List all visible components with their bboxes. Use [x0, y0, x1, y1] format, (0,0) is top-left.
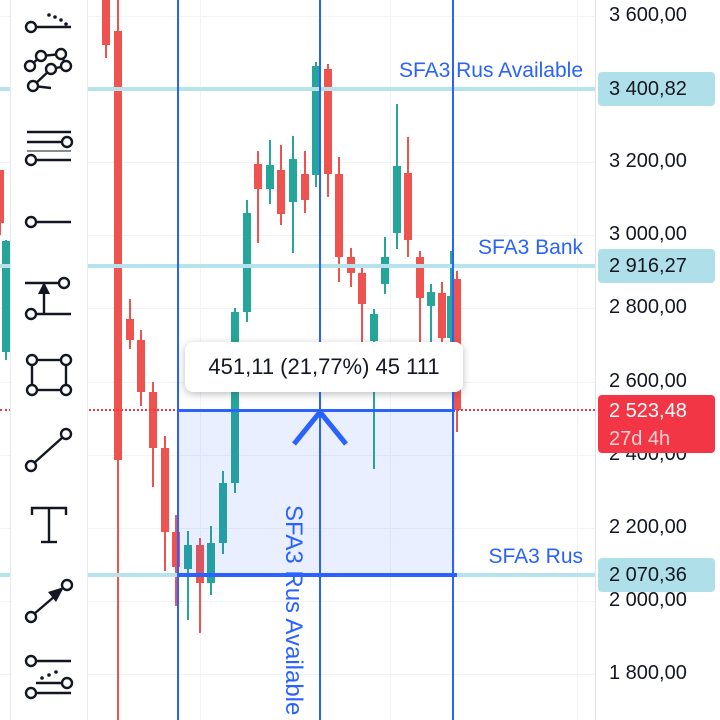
candle-body: [393, 166, 401, 233]
last-price-value: 2 523,48: [609, 400, 687, 422]
level-line[interactable]: [0, 264, 595, 268]
level-price-badge: 2 070,36: [598, 558, 715, 592]
level-price-badge: 2 916,27: [598, 249, 715, 283]
vertical-line-label: SFA3 Rus Available: [280, 505, 307, 716]
candle-body: [277, 170, 285, 214]
candle-body: [289, 159, 297, 202]
last-price-countdown: 27d 4h: [609, 428, 671, 450]
candle-body: [126, 319, 134, 340]
last-price-badge: 2 523,48 27d 4h: [598, 395, 715, 453]
candle-body: [404, 173, 412, 240]
candle-body: [370, 314, 378, 341]
drawing-toolbar: [10, 0, 88, 720]
text-tool-button[interactable]: [11, 497, 87, 553]
candle-wick: [199, 538, 201, 633]
trend-angle-tool-button[interactable]: [11, 0, 87, 41]
candle-body: [266, 165, 274, 189]
price-range-tool-button[interactable]: [11, 270, 87, 326]
candle-body: [312, 66, 320, 175]
price-range-top-edge[interactable]: [178, 409, 455, 412]
horizontal-gridline: [0, 162, 595, 163]
parallel-channel-tool-button[interactable]: [11, 650, 87, 706]
price-range-tooltip: 451,11 (21,77%) 45 111: [185, 342, 463, 392]
level-label: SFA3 Rus: [488, 545, 583, 568]
horizontal-gridline: [0, 674, 595, 675]
price-axis-tick: 2 000,00: [609, 589, 687, 611]
candle-body: [438, 293, 446, 338]
candle-body: [149, 392, 157, 448]
candle-body: [231, 312, 239, 483]
price-range-box[interactable]: [178, 410, 455, 574]
candle-body: [381, 257, 389, 284]
candle-body: [219, 483, 227, 543]
level-price-badge: 3 400,82: [598, 72, 715, 106]
horizontal-gridline: [0, 235, 595, 236]
level-label: SFA3 Bank: [477, 236, 583, 259]
candle-body: [427, 292, 435, 306]
disjoint-channel-tool-button[interactable]: [11, 120, 87, 176]
candle-body: [243, 213, 251, 312]
horizontal-gridline: [0, 16, 595, 17]
price-axis-tick: 3 000,00: [609, 223, 687, 245]
candle-body: [161, 448, 169, 532]
candle-body: [358, 273, 366, 304]
candle-body: [324, 69, 332, 174]
horizontal-gridline: [0, 528, 595, 529]
candle-body: [2, 241, 10, 352]
price-axis[interactable]: 3 600,00 3 200,00 3 000,00 2 800,00 2 600,00…: [595, 0, 720, 720]
vertical-gridline: [577, 0, 578, 720]
candle-body: [184, 545, 192, 569]
horizontal-gridline: [0, 308, 595, 309]
candle-body: [137, 340, 145, 392]
price-axis-tick: 3 600,00: [609, 4, 687, 26]
candle-wick: [419, 251, 421, 363]
candle-body: [172, 532, 180, 567]
level-label: SFA3 Rus Available: [398, 59, 583, 82]
candle-body: [416, 257, 424, 298]
level-line[interactable]: [0, 87, 595, 91]
path-tool-button[interactable]: [11, 42, 87, 98]
price-range-arrowhead: [290, 408, 350, 453]
candle-body: [207, 543, 215, 583]
horizontal-ray-tool-button[interactable]: [11, 194, 87, 250]
rectangle-tool-button[interactable]: [11, 347, 87, 403]
candle-body: [102, 0, 110, 45]
candle-body: [447, 296, 455, 338]
candle-body: [254, 164, 262, 189]
price-range-bottom-edge[interactable]: [178, 573, 457, 577]
price-axis-tick: 3 200,00: [609, 150, 687, 172]
vertical-line-drawing[interactable]: [177, 0, 179, 720]
candle-wick: [430, 284, 432, 345]
candle-body: [0, 170, 4, 223]
price-axis-tick: 1 800,00: [609, 662, 687, 684]
price-axis-tick: 2 200,00: [609, 516, 687, 538]
arrow-tool-button[interactable]: [11, 573, 87, 629]
price-axis-tick: 2 800,00: [609, 296, 687, 318]
candle-body: [196, 545, 204, 583]
candle-wick: [361, 268, 363, 361]
horizontal-gridline: [0, 601, 595, 602]
horizontal-gridline: [0, 455, 595, 456]
price-axis-tick: 2 600,00: [609, 370, 687, 392]
candle-body: [114, 31, 122, 460]
candle-wick: [257, 151, 259, 243]
candle-body: [301, 174, 309, 200]
candlestick-chart[interactable]: SFA3 Rus Available SFA3 Bank SFA3 Rus SFA3…: [0, 0, 595, 720]
candle-body: [335, 174, 343, 257]
trend-line-tool-button[interactable]: [11, 422, 87, 478]
